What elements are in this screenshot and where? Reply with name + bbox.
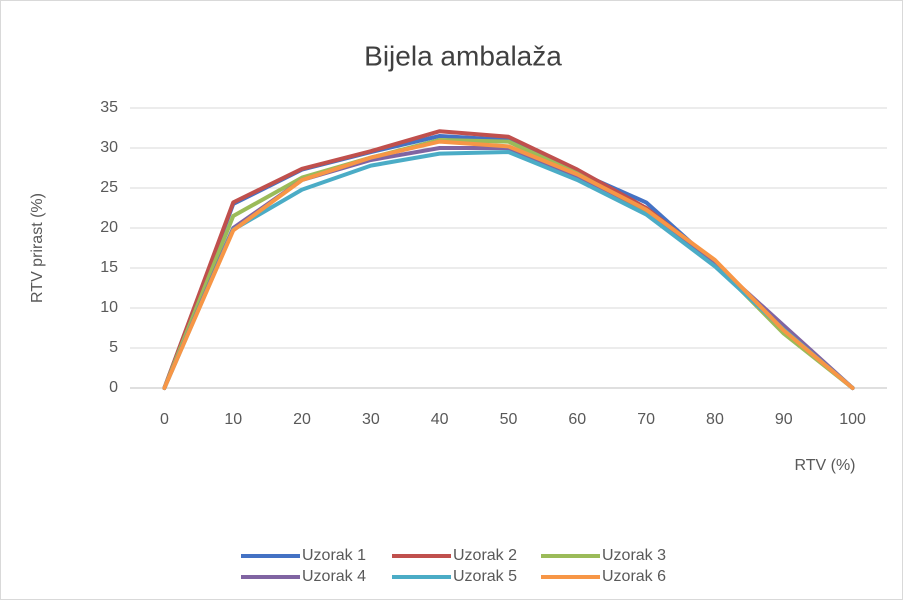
- y-tick-label: 0: [109, 379, 118, 396]
- x-tick-label: 50: [500, 411, 518, 428]
- x-tick-label: 40: [431, 411, 449, 428]
- chart-title: Bijela ambalaža: [364, 40, 562, 71]
- series-line: [162, 150, 855, 390]
- y-axis-label: RTV prirast (%): [29, 193, 46, 303]
- legend-label: Uzorak 6: [602, 568, 666, 585]
- series-line: [162, 139, 855, 390]
- y-tick-label: 35: [100, 99, 118, 116]
- x-tick-label: 20: [293, 411, 311, 428]
- x-tick-label: 90: [775, 411, 793, 428]
- y-tick-label: 25: [100, 179, 118, 196]
- legend-label: Uzorak 4: [302, 568, 366, 585]
- legend-label: Uzorak 2: [453, 547, 517, 564]
- x-tick-label: 10: [224, 411, 242, 428]
- legend-label: Uzorak 1: [302, 547, 366, 564]
- x-tick-label: 60: [568, 411, 586, 428]
- x-tick-label: 70: [637, 411, 655, 428]
- x-tick-label: 0: [160, 411, 169, 428]
- y-tick-label: 20: [100, 219, 118, 236]
- legend-label: Uzorak 5: [453, 568, 517, 585]
- x-axis-label: RTV (%): [794, 457, 855, 474]
- y-tick-label: 10: [100, 299, 118, 316]
- x-tick-label: 80: [706, 411, 724, 428]
- y-tick-label: 15: [100, 259, 118, 276]
- x-tick-label: 100: [839, 411, 866, 428]
- y-tick-label: 30: [100, 139, 118, 156]
- x-tick-label: 30: [362, 411, 380, 428]
- y-tick-label: 5: [109, 339, 118, 356]
- legend-label: Uzorak 3: [602, 547, 666, 564]
